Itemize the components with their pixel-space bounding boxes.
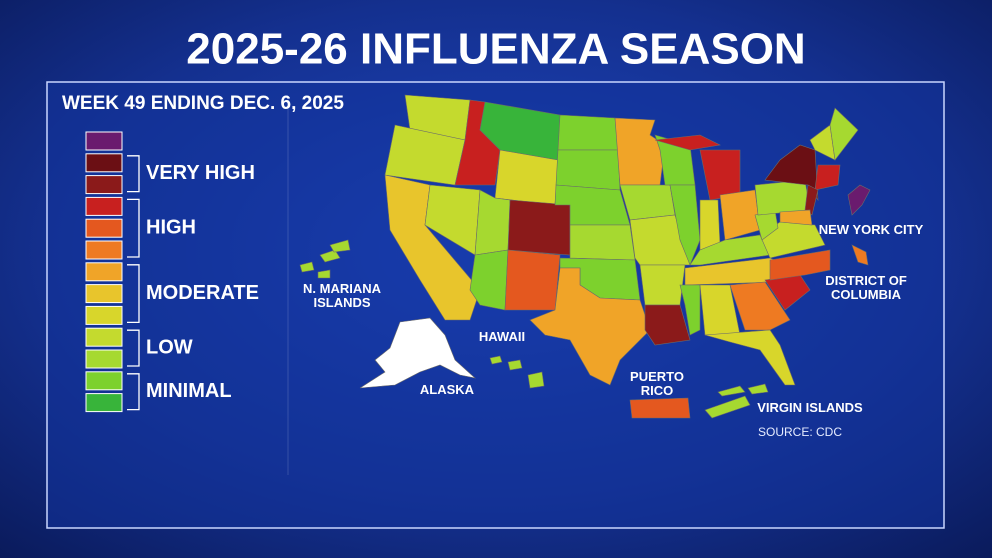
legend-swatch	[85, 218, 123, 238]
map-label-line: NEW YORK CITY	[819, 222, 924, 237]
legend-swatch	[85, 371, 123, 391]
map-label: N. MARIANA ISLANDS	[303, 281, 382, 310]
region	[814, 164, 841, 191]
map-label: NEW YORK CITY	[819, 222, 924, 237]
region	[494, 149, 559, 206]
subtitle: WEEK 49 ENDING DEC. 6, 2025	[62, 93, 344, 114]
legend-swatch	[85, 305, 123, 325]
region	[704, 329, 796, 386]
legend-swatch	[85, 240, 123, 260]
legend-swatch	[85, 327, 123, 347]
map-label-line: VIRGIN ISLANDS	[757, 400, 863, 415]
region	[569, 224, 636, 261]
legend-bracket	[127, 373, 140, 411]
region	[629, 397, 691, 419]
region	[717, 385, 746, 397]
legend-bracket	[127, 329, 140, 367]
region	[639, 264, 686, 306]
region	[754, 179, 811, 216]
region	[804, 184, 819, 216]
map-labels: N. MARIANA ISLANDS HAWAII ALASKA PUERTO RICO V…	[303, 222, 924, 415]
map-label-line: ALASKA	[420, 382, 475, 397]
legend-label: LOW	[146, 336, 193, 358]
region	[469, 249, 509, 311]
region	[527, 371, 545, 389]
legend-swatch	[85, 196, 123, 216]
region	[555, 149, 621, 191]
map-label-line: N. MARIANA	[303, 281, 382, 296]
map-label: PUERTO RICO	[630, 369, 684, 398]
map-label: HAWAII	[479, 329, 525, 344]
legend-label: HIGH	[146, 216, 196, 238]
legend-swatch	[85, 262, 123, 282]
region	[507, 199, 571, 256]
map-label-line: HAWAII	[479, 329, 525, 344]
title: 2025-26 INFLUENZA SEASON	[186, 25, 805, 74]
map-label-line: PUERTO	[630, 369, 684, 384]
region	[489, 355, 503, 365]
region	[779, 209, 813, 226]
map-label: VIRGIN ISLANDS	[757, 400, 863, 415]
legend: VERY HIGH HIGH MODERATE LOW MINIMAL	[85, 131, 259, 413]
map-label-line: DISTRICT OF	[825, 273, 907, 288]
region	[847, 184, 871, 216]
legend-swatch	[85, 175, 123, 195]
region	[317, 269, 331, 279]
map-label: DISTRICT OF COLUMBIA	[825, 273, 907, 302]
region	[474, 189, 511, 256]
region	[557, 114, 619, 151]
legend-swatch	[85, 153, 123, 173]
map-label-line: ISLANDS	[313, 295, 370, 310]
map	[299, 94, 871, 419]
map-label-line: COLUMBIA	[831, 287, 902, 302]
region	[529, 267, 651, 386]
region	[504, 249, 561, 311]
legend-swatch	[85, 284, 123, 304]
legend-swatch	[85, 131, 123, 151]
legend-bracket	[127, 264, 140, 324]
region	[299, 261, 315, 273]
region	[729, 281, 791, 331]
region	[359, 317, 477, 389]
legend-swatch	[85, 393, 123, 413]
region	[507, 359, 523, 371]
legend-swatch	[85, 349, 123, 369]
region	[619, 184, 676, 221]
region	[769, 249, 831, 281]
region	[654, 134, 721, 151]
source: SOURCE: CDC	[758, 425, 842, 439]
map-label: ALASKA	[420, 382, 475, 397]
legend-label: MINIMAL	[146, 380, 232, 402]
region	[699, 199, 721, 251]
map-label-line: RICO	[641, 383, 674, 398]
region	[704, 395, 751, 419]
region	[829, 107, 859, 161]
legend-bracket	[127, 198, 140, 258]
region	[319, 249, 341, 263]
region	[747, 383, 769, 395]
legend-label: VERY HIGH	[146, 162, 255, 184]
region	[329, 239, 351, 253]
region	[644, 304, 691, 346]
region	[679, 284, 701, 336]
legend-bracket	[127, 155, 140, 193]
legend-label: MODERATE	[146, 282, 259, 304]
region	[851, 244, 869, 266]
region	[669, 184, 701, 266]
